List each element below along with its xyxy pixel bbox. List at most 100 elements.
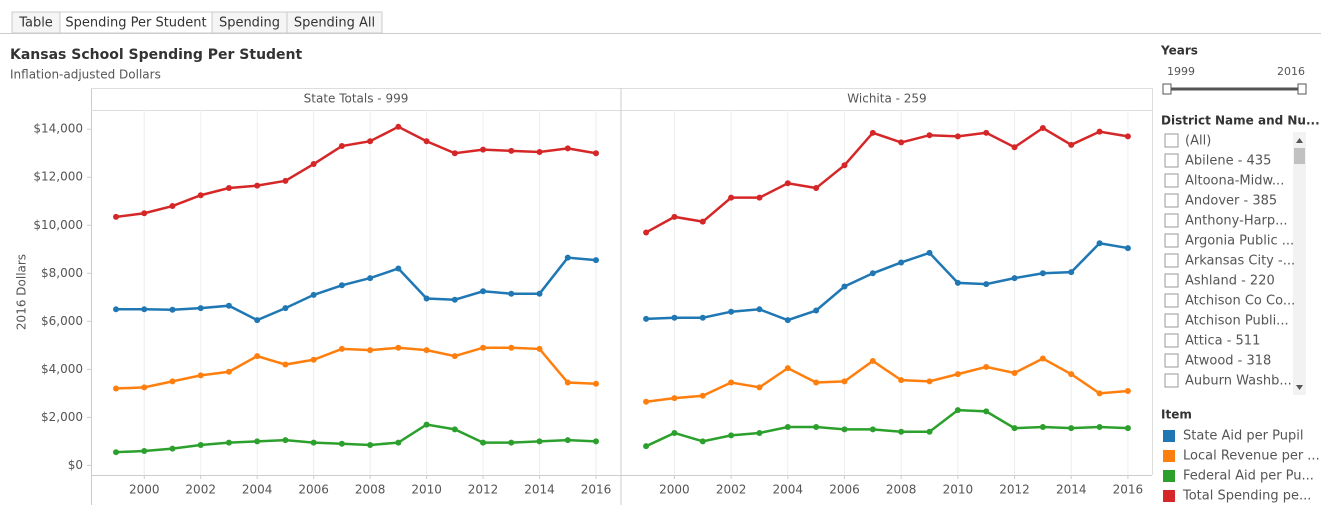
- data-point: [169, 445, 176, 452]
- scroll-arrow[interactable]: [1296, 385, 1303, 390]
- data-point: [1039, 125, 1046, 132]
- checkbox[interactable]: [1164, 233, 1179, 248]
- data-point: [756, 194, 763, 201]
- legend-label[interactable]: Local Revenue per ...: [1183, 449, 1320, 464]
- checkbox[interactable]: [1164, 213, 1179, 228]
- panel-title: State Totals - 999: [304, 92, 409, 106]
- filter-item[interactable]: Atchison Publi...: [1185, 314, 1289, 329]
- checkbox[interactable]: [1164, 173, 1179, 188]
- x-tick-label: 2002: [185, 483, 216, 497]
- checkbox[interactable]: [1164, 353, 1179, 368]
- legend-swatch[interactable]: [1163, 490, 1175, 502]
- legend-label[interactable]: Federal Aid per Pu...: [1183, 469, 1314, 484]
- data-point: [671, 314, 678, 321]
- data-point: [1039, 270, 1046, 277]
- data-point: [508, 290, 515, 297]
- legend-swatch[interactable]: [1163, 470, 1175, 482]
- series-line: [645, 126, 1129, 234]
- data-point: [926, 132, 933, 139]
- data-point: [451, 296, 458, 303]
- tab-label[interactable]: Spending: [219, 16, 280, 31]
- tab-label[interactable]: Spending All: [294, 16, 375, 31]
- data-point: [141, 306, 148, 313]
- series-line: [645, 357, 1129, 404]
- data-point: [841, 426, 848, 433]
- x-tick-label: 2010: [411, 483, 442, 497]
- filter-item[interactable]: Argonia Public ...: [1185, 234, 1294, 249]
- legend-swatch[interactable]: [1163, 450, 1175, 462]
- data-point: [423, 138, 430, 145]
- data-point: [1124, 387, 1131, 394]
- filter-item[interactable]: (All): [1185, 134, 1211, 149]
- checkbox[interactable]: [1164, 193, 1179, 208]
- data-point: [699, 218, 706, 225]
- series-line: [116, 256, 597, 322]
- checkbox[interactable]: [1164, 253, 1179, 268]
- data-point: [983, 281, 990, 288]
- data-point: [1011, 144, 1018, 151]
- filter-item[interactable]: Altoona-Midw...: [1185, 174, 1284, 189]
- slider-handle[interactable]: [1297, 83, 1307, 95]
- data-point: [197, 441, 204, 448]
- data-point: [643, 398, 650, 405]
- data-point: [310, 161, 317, 168]
- data-point: [1124, 425, 1131, 432]
- filter-item[interactable]: Arkansas City -...: [1185, 254, 1295, 269]
- data-point: [1096, 128, 1103, 135]
- checkbox[interactable]: [1164, 273, 1179, 288]
- tab[interactable]: [286, 11, 383, 34]
- checkbox[interactable]: [1164, 133, 1179, 148]
- filter-item[interactable]: Andover - 385: [1185, 194, 1277, 209]
- tab-label[interactable]: Spending Per Student: [65, 16, 206, 31]
- data-point: [508, 147, 515, 154]
- data-point: [898, 377, 905, 384]
- filter-item[interactable]: Atchison Co Co...: [1185, 294, 1295, 309]
- checkbox[interactable]: [1164, 333, 1179, 348]
- filter-item[interactable]: Abilene - 435: [1185, 154, 1271, 169]
- filter-item[interactable]: Ashland - 220: [1185, 274, 1275, 289]
- tab-label[interactable]: Table: [18, 16, 53, 31]
- data-point: [869, 426, 876, 433]
- series-line: [115, 346, 597, 390]
- data-point: [756, 384, 763, 391]
- data-point: [423, 347, 430, 354]
- data-point: [254, 353, 261, 360]
- checkbox[interactable]: [1164, 373, 1179, 388]
- y-tick-label: $4,000: [41, 362, 83, 376]
- legend-label[interactable]: Total Spending pe...: [1182, 489, 1311, 504]
- data-point: [197, 305, 204, 312]
- x-tick-label: 2004: [242, 483, 273, 497]
- checkbox[interactable]: [1164, 313, 1179, 328]
- data-point: [113, 213, 119, 220]
- filter-item[interactable]: Auburn Washb...: [1185, 374, 1292, 389]
- data-point: [756, 429, 763, 436]
- data-point: [367, 347, 374, 354]
- data-point: [197, 192, 204, 199]
- data-point: [225, 439, 232, 446]
- data-point: [643, 443, 650, 450]
- legend-label[interactable]: State Aid per Pupil: [1183, 429, 1304, 444]
- filter-item[interactable]: Attica - 511: [1185, 334, 1260, 349]
- x-tick-label: 2014: [524, 483, 555, 497]
- slider-handle[interactable]: [1162, 83, 1172, 95]
- data-point: [169, 378, 176, 385]
- checkbox[interactable]: [1164, 153, 1179, 168]
- series-line: [646, 241, 1129, 322]
- checkbox[interactable]: [1164, 293, 1179, 308]
- data-point: [141, 384, 148, 391]
- data-point: [480, 288, 487, 295]
- data-point: [643, 315, 650, 322]
- x-tick-label: 2012: [468, 483, 499, 497]
- scrollbar[interactable]: [1293, 132, 1306, 395]
- filter-item[interactable]: Atwood - 318: [1185, 354, 1271, 369]
- data-point: [536, 149, 543, 156]
- scroll-thumb[interactable]: [1294, 148, 1305, 164]
- data-point: [699, 314, 706, 321]
- data-point: [564, 145, 571, 152]
- legend-swatch[interactable]: [1163, 430, 1175, 442]
- scroll-arrow[interactable]: [1296, 138, 1303, 143]
- series-line: [115, 423, 597, 454]
- data-point: [225, 368, 232, 375]
- filter-item[interactable]: Anthony-Harp...: [1185, 214, 1288, 229]
- data-point: [367, 138, 374, 145]
